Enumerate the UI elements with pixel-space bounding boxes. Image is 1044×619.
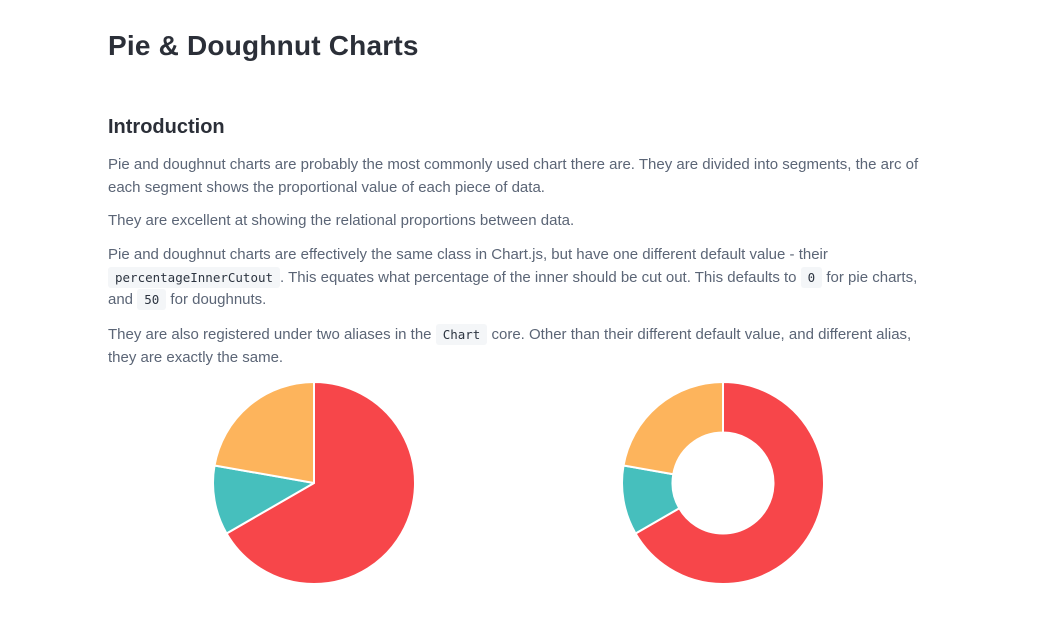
chart-segment-3[interactable] (622, 381, 724, 476)
aliases-paragraph: They are also registered under two alias… (108, 324, 938, 369)
text-segment: . This equates what percentage of the in… (280, 268, 801, 286)
chart-segment-3[interactable] (213, 381, 315, 484)
page-title: Pie & Doughnut Charts (108, 30, 419, 61)
cutout-paragraph: Pie and doughnut charts are effectively … (108, 244, 938, 312)
text-segment: for doughnuts. (166, 291, 267, 308)
text-segment: core. Other than their different default… (108, 326, 912, 366)
proportions-paragraph: They are excellent at showing the relati… (108, 212, 575, 229)
chart-segment-2[interactable] (212, 464, 315, 535)
chart-segment-1[interactable] (225, 381, 416, 585)
section-heading: Introduction (108, 116, 225, 138)
text-segment: Pie and doughnut charts are effectively … (108, 246, 828, 263)
text-segment: They are also registered under two alias… (108, 326, 436, 343)
chart-segment-1[interactable] (634, 381, 825, 585)
text-segment: for pie charts, and (108, 268, 918, 309)
doughnut-chart[interactable] (620, 380, 826, 586)
inline-code: 50 (137, 289, 167, 310)
inline-code: percentageInnerCutout (108, 266, 281, 288)
inline-code: 0 (800, 266, 823, 288)
inline-code: Chart (435, 324, 488, 345)
intro-paragraph: Pie and doughnut charts are probably the… (108, 156, 919, 196)
pie-chart[interactable] (211, 380, 417, 586)
